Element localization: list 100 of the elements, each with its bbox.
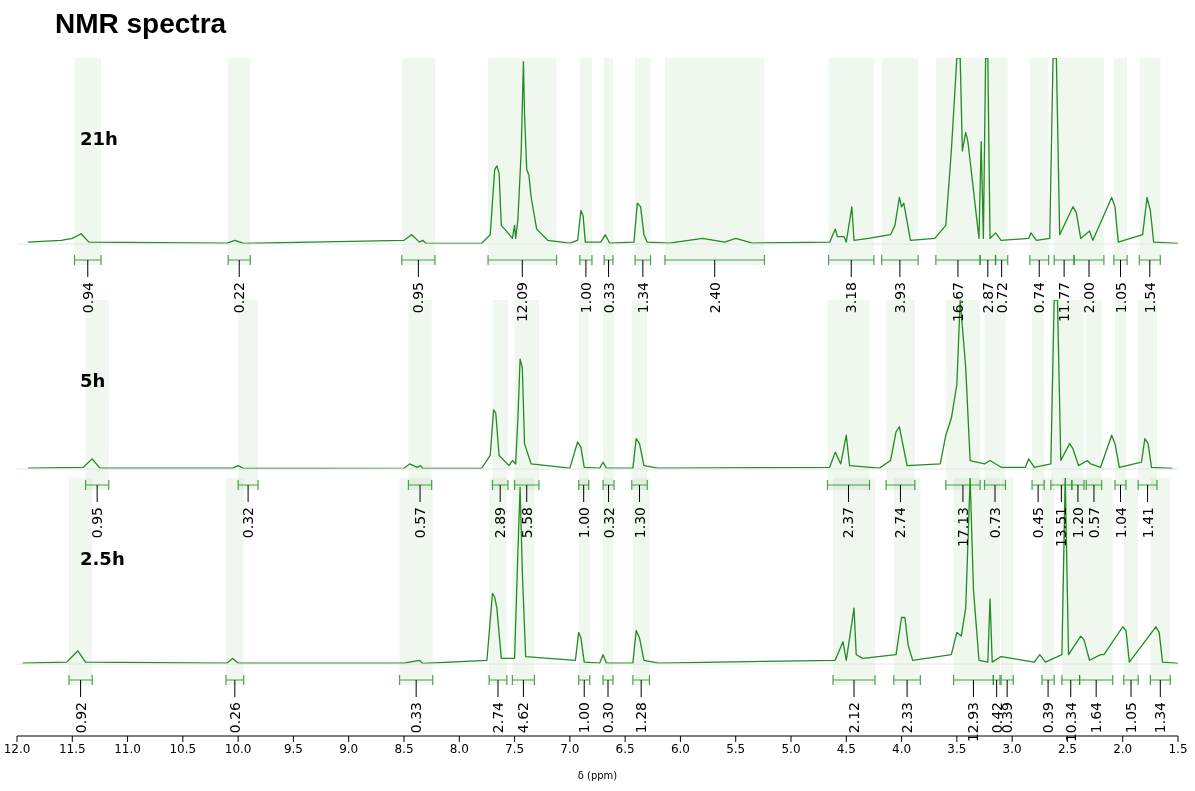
x-tick-label: 5.5 xyxy=(726,741,746,756)
band-label: 0.45 xyxy=(1030,507,1047,539)
x-tick-label: 8.0 xyxy=(449,741,469,756)
band-label: 1.05 xyxy=(1112,282,1129,314)
integral-bracket: 4.62 xyxy=(511,674,536,734)
band-label: 3.93 xyxy=(891,282,908,314)
x-axis-title: δ (ppm) xyxy=(577,770,618,781)
text: 2.5h xyxy=(80,548,125,569)
integral-bracket: 1.05 xyxy=(1112,254,1129,314)
integral-bracket: 0.95 xyxy=(401,254,436,314)
integral-bracket: 2.37 xyxy=(826,479,871,539)
band-label: 0.74 xyxy=(1031,281,1048,314)
integral-bracket: 1.04 xyxy=(1112,479,1129,539)
band-label: 5.58 xyxy=(518,507,535,539)
integral-bracket: 17.13 xyxy=(945,479,981,548)
integral-bracket: 1.05 xyxy=(1123,674,1139,734)
band-label: 1.34 xyxy=(634,281,651,314)
band-label: 11.77 xyxy=(1056,282,1073,323)
integral-bracket: 1.28 xyxy=(632,674,651,734)
integral-bracket: 5.58 xyxy=(513,479,540,539)
band-label: 3.18 xyxy=(843,282,860,314)
band-label: 0.92 xyxy=(72,702,89,734)
x-tick-label: 8.5 xyxy=(394,741,414,756)
integral-bracket: 2.00 xyxy=(1073,254,1105,314)
x-tick-label: 6.5 xyxy=(615,741,635,756)
band-label: 2.37 xyxy=(840,507,857,539)
band-label: 1.54 xyxy=(1141,281,1158,314)
integral-bracket: 0.33 xyxy=(600,254,617,314)
integral-bracket: 1.64 xyxy=(1079,674,1114,734)
x-tick-label: 1.5 xyxy=(1168,741,1188,756)
band-label: 1.00 xyxy=(577,282,594,314)
band-label: 0.94 xyxy=(79,281,96,314)
band-label: 0.32 xyxy=(600,507,617,539)
integral-bracket: 3.18 xyxy=(828,254,875,314)
band-label: 0.73 xyxy=(987,507,1003,539)
band-label: 2.00 xyxy=(1080,282,1097,314)
integral-bracket: 0.30 xyxy=(600,674,616,734)
integral-bracket: 1.54 xyxy=(1138,254,1161,314)
integral-bracket: 0.57 xyxy=(1085,479,1103,539)
integral-bracket: 0.45 xyxy=(1030,479,1047,539)
integral-bracket: 0.95 xyxy=(84,479,110,539)
integral-bracket: 11.77 xyxy=(1053,254,1075,322)
integral-bracket: 1.00 xyxy=(576,674,593,734)
integral-bracket: 0.22 xyxy=(227,254,251,314)
integral-bracket: 1.00 xyxy=(577,254,594,314)
integral-bracket: 0.32 xyxy=(237,479,259,539)
x-tick-label: 11.5 xyxy=(58,741,86,756)
x-tick-label: 4.0 xyxy=(892,741,912,756)
band-label: 2.74 xyxy=(489,701,506,734)
x-tick-label: 9.5 xyxy=(283,741,303,756)
integral-bracket: 12.09 xyxy=(487,254,558,322)
band-label: 1.00 xyxy=(575,507,592,539)
integral-bracket: 2.89 xyxy=(491,479,509,539)
integral-bracket: 0.57 xyxy=(407,479,433,539)
integral-bracket: 16.67 xyxy=(935,254,981,322)
x-tick-label: 2.0 xyxy=(1113,741,1133,756)
band-label: 0.95 xyxy=(89,507,106,539)
band-label: 0.57 xyxy=(1085,507,1102,539)
integral-bracket: 1.41 xyxy=(1137,479,1158,539)
band-label: 16.67 xyxy=(949,282,966,323)
x-tick-label: 10.0 xyxy=(224,741,252,756)
band-label: 1.04 xyxy=(1112,506,1129,539)
band-label: 13.51 xyxy=(1053,507,1070,548)
band-label: 1.34 xyxy=(1152,701,1169,734)
band-label: 1.28 xyxy=(633,702,650,734)
band-label: 1.30 xyxy=(631,507,648,539)
band-label: 12.09 xyxy=(514,282,531,323)
band-label: 0.33 xyxy=(408,702,425,734)
x-tick-label: 3.5 xyxy=(947,741,967,756)
x-tick-label: 10.5 xyxy=(169,741,197,756)
band-label: 0.30 xyxy=(600,702,616,734)
band-label: 0.33 xyxy=(600,282,617,314)
x-tick-label: 9.0 xyxy=(339,741,359,756)
integral-bracket: 2.40 xyxy=(664,254,766,314)
band-label: 17.13 xyxy=(954,507,971,548)
band-label: 0.22 xyxy=(231,282,248,314)
x-tick-label: 5.0 xyxy=(781,741,801,756)
integral-bracket: 1.30 xyxy=(631,479,648,539)
band-label: 2.87 xyxy=(979,282,996,314)
band-label: 2.89 xyxy=(492,507,509,539)
x-tick-label: 7.5 xyxy=(505,741,525,756)
integral-bracket: 3.93 xyxy=(881,254,919,314)
integral-bracket: 2.12 xyxy=(832,674,876,734)
x-tick-label: 2.5 xyxy=(1057,741,1077,756)
band-label: 4.62 xyxy=(515,702,532,734)
x-tick-label: 12.0 xyxy=(3,741,31,756)
band-label: 2.33 xyxy=(899,702,916,734)
x-tick-label: 11.0 xyxy=(114,741,141,756)
integral-bracket: 1.00 xyxy=(575,479,592,539)
x-tick-label: 6.0 xyxy=(670,741,690,756)
integral-bracket: 0.32 xyxy=(600,479,617,539)
band-label: 2.40 xyxy=(706,282,723,314)
integral-bracket: 0.33 xyxy=(398,674,434,734)
integral-bracket: 2.74 xyxy=(488,674,508,734)
integral-bracket: 0.94 xyxy=(73,254,102,314)
band-label: 1.64 xyxy=(1088,701,1105,734)
band-label: 1.41 xyxy=(1139,507,1156,539)
integral-bracket: 0.74 xyxy=(1029,254,1050,314)
band-label: 0.32 xyxy=(240,507,257,539)
integral-bracket: 2.33 xyxy=(893,674,921,734)
